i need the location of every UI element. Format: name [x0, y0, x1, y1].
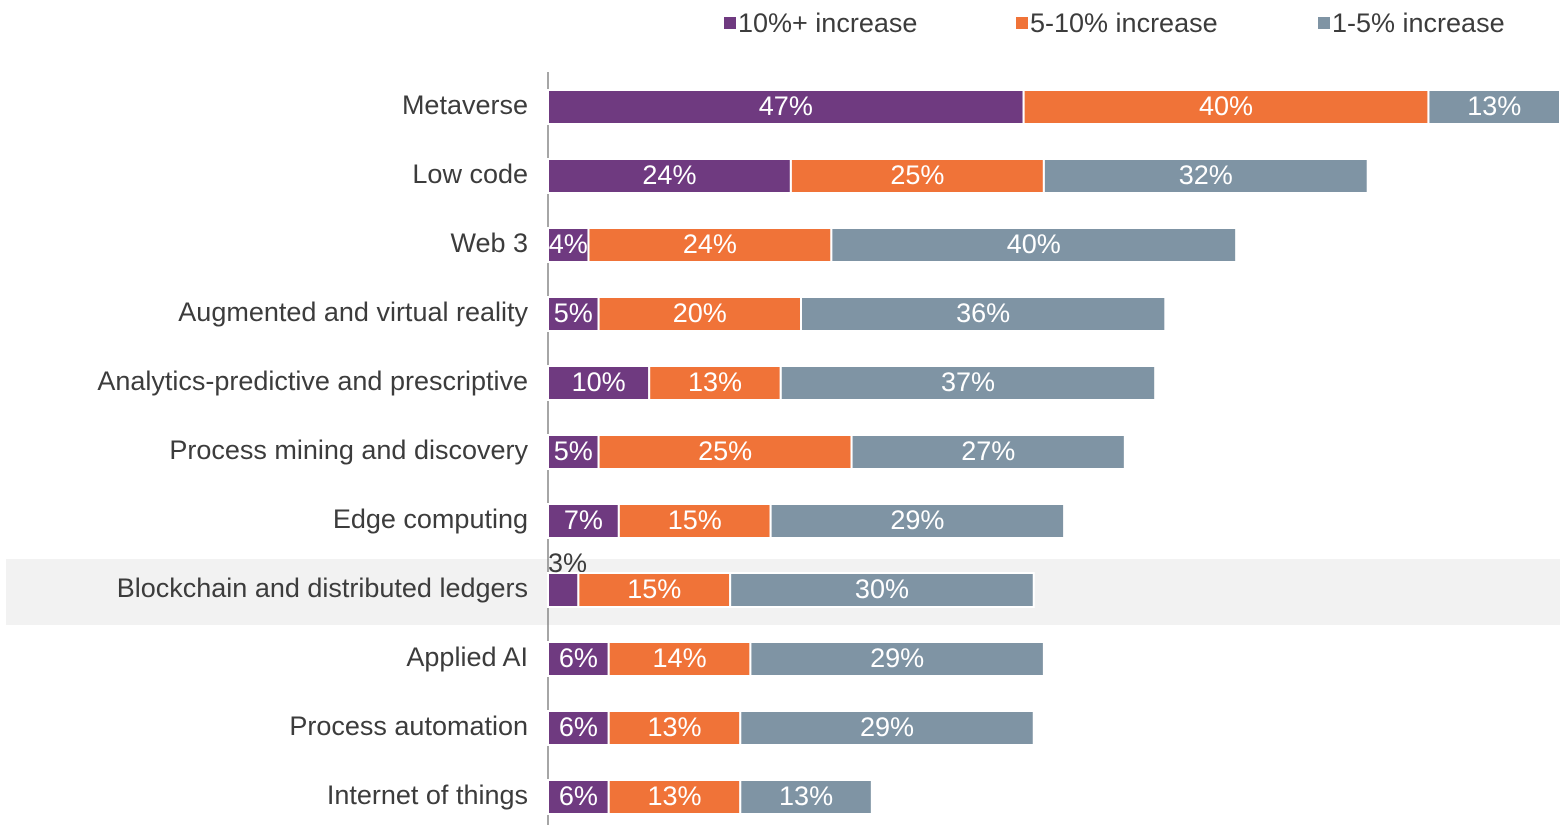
bar-segment — [597, 296, 802, 332]
category-label: Augmented and virtual reality — [178, 297, 528, 327]
category-label: Metaverse — [402, 90, 528, 120]
bar-segment — [850, 434, 1126, 470]
bar-segment — [800, 296, 1167, 332]
bar-segment — [1427, 89, 1560, 125]
bar-segment — [830, 227, 1238, 263]
bar-segment — [1042, 158, 1369, 194]
data-label: 20% — [673, 298, 727, 328]
bar-segment — [607, 779, 742, 815]
bar-segment — [739, 779, 873, 815]
bar-segment — [749, 641, 1045, 677]
bar-segment — [779, 365, 1157, 401]
bar-segment — [547, 89, 1025, 125]
data-label: 15% — [627, 574, 681, 604]
data-label: 29% — [860, 712, 914, 742]
bar-segment — [547, 572, 580, 608]
bar-segment — [547, 158, 792, 194]
category-label: Analytics-predictive and prescriptive — [97, 366, 528, 396]
data-label: 25% — [890, 160, 944, 190]
data-label: 10% — [572, 367, 626, 397]
data-label: 40% — [1007, 229, 1061, 259]
data-label: 5% — [554, 298, 593, 328]
data-label: 4% — [549, 229, 588, 259]
bar-segment — [1022, 89, 1430, 125]
data-label: 47% — [759, 91, 813, 121]
data-label: 13% — [688, 367, 742, 397]
data-label: 6% — [559, 781, 598, 811]
bar-segment — [739, 710, 1035, 746]
data-label: 7% — [564, 505, 603, 535]
legend-label: 1-5% increase — [1332, 8, 1505, 38]
data-label: 15% — [668, 505, 722, 535]
data-label: 6% — [559, 712, 598, 742]
data-label: 37% — [941, 367, 995, 397]
category-label: Edge computing — [333, 504, 528, 534]
category-label: Blockchain and distributed ledgers — [117, 573, 528, 603]
data-label: 6% — [559, 643, 598, 673]
data-label: 30% — [855, 574, 909, 604]
data-label: 14% — [653, 643, 707, 673]
bar-segment — [607, 641, 752, 677]
data-label: 24% — [683, 229, 737, 259]
legend-swatch — [1016, 17, 1028, 29]
bar-segment — [729, 572, 1035, 608]
category-label: Process mining and discovery — [169, 435, 528, 465]
bar-segment — [547, 296, 600, 332]
legend-swatch — [724, 17, 736, 29]
data-label: 27% — [961, 436, 1015, 466]
category-label: Internet of things — [327, 780, 528, 810]
category-label: Web 3 — [450, 228, 528, 258]
category-label: Process automation — [289, 711, 528, 741]
bar-segment — [547, 365, 651, 401]
data-label: 25% — [698, 436, 752, 466]
category-label: Applied AI — [406, 642, 528, 672]
legend-label: 10%+ increase — [738, 8, 917, 38]
data-label: 29% — [890, 505, 944, 535]
bar-segment — [547, 641, 610, 677]
data-label: 13% — [647, 781, 701, 811]
legend-swatch — [1318, 17, 1330, 29]
data-label: 13% — [647, 712, 701, 742]
bar-segment — [577, 572, 732, 608]
category-label: Low code — [412, 159, 528, 189]
bar-segment — [547, 503, 620, 539]
data-label: 29% — [870, 643, 924, 673]
data-label: 24% — [642, 160, 696, 190]
data-label: 5% — [554, 436, 593, 466]
data-label: 13% — [1467, 91, 1521, 121]
data-label: 32% — [1179, 160, 1233, 190]
data-label: 36% — [956, 298, 1010, 328]
data-label: 13% — [779, 781, 833, 811]
data-label: 40% — [1199, 91, 1253, 121]
bar-segment — [769, 503, 1066, 539]
legend-label: 5-10% increase — [1030, 8, 1218, 38]
bar-segment — [547, 710, 610, 746]
bar-segment — [607, 710, 742, 746]
